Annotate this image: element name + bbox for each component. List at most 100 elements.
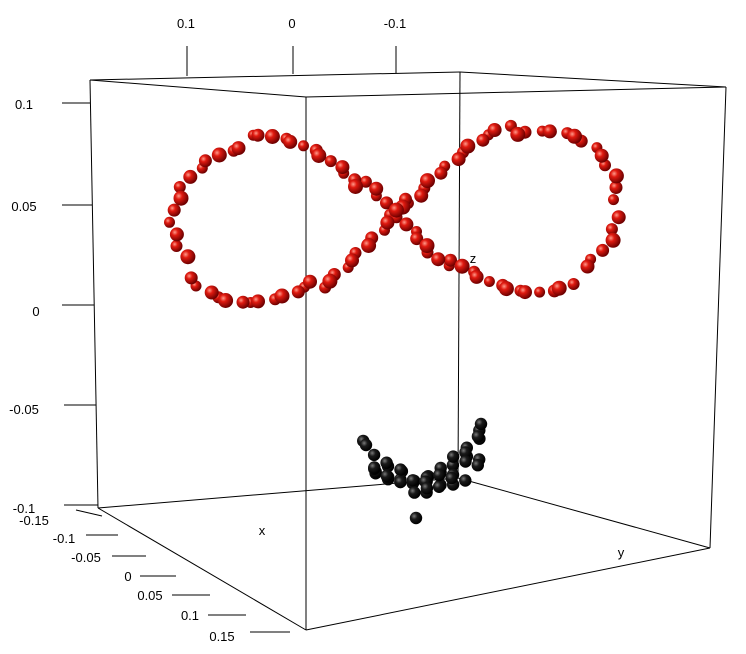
z-tick-label: -0.05 — [9, 402, 39, 417]
black-point — [445, 471, 458, 485]
red-point — [609, 181, 623, 194]
red-point — [380, 196, 393, 210]
series-black-points — [357, 417, 488, 525]
red-point — [311, 148, 327, 163]
red-point — [251, 128, 265, 142]
red-point — [434, 166, 448, 180]
red-point — [251, 294, 265, 309]
black-point — [380, 469, 393, 483]
x-tick-label: -0.1 — [53, 531, 75, 546]
x-tick-label: -0.15 — [19, 513, 49, 528]
red-point — [322, 273, 338, 289]
x-axis: -0.15 -0.1 -0.05 0 0.05 0.1 0.15 x — [19, 509, 290, 644]
red-point — [369, 181, 384, 196]
red-point — [324, 155, 337, 168]
red-point — [231, 141, 246, 156]
series-red-points — [164, 119, 626, 309]
red-point — [167, 203, 181, 217]
black-point — [433, 468, 446, 482]
red-point — [380, 215, 395, 230]
x-tick-label: 0.05 — [137, 588, 162, 603]
x-tick-label: 0.1 — [181, 608, 199, 623]
red-point — [476, 133, 490, 147]
red-point — [198, 154, 212, 168]
red-point — [359, 175, 372, 188]
red-point — [608, 168, 624, 184]
red-point — [410, 232, 424, 246]
y-tick-label: 0 — [288, 16, 295, 31]
x-tick-label: 0.15 — [209, 629, 234, 644]
red-point — [419, 238, 435, 254]
red-point — [183, 169, 198, 184]
z-axis-name: z — [470, 251, 477, 266]
red-point — [204, 285, 219, 300]
red-point — [361, 238, 377, 253]
red-point — [211, 147, 227, 163]
red-point — [510, 126, 526, 142]
red-point — [451, 152, 466, 167]
y-tick-label: -0.1 — [384, 16, 406, 31]
black-point — [471, 459, 484, 472]
black-point — [394, 463, 407, 476]
red-point — [169, 227, 184, 242]
black-point — [459, 474, 472, 487]
black-point — [368, 461, 381, 474]
red-point — [594, 148, 609, 163]
red-point — [173, 190, 189, 206]
red-point — [483, 276, 495, 287]
z-tick-label: 0.05 — [11, 199, 36, 214]
z-tick-label: 0 — [32, 304, 39, 319]
red-point — [303, 274, 317, 289]
black-point — [367, 448, 381, 462]
black-point — [459, 455, 472, 468]
red-point — [335, 160, 350, 175]
black-point — [459, 446, 472, 459]
black-point — [409, 511, 423, 525]
red-point — [274, 288, 290, 304]
red-point — [170, 240, 183, 252]
red-point — [236, 295, 250, 309]
red-point — [431, 252, 446, 267]
black-point — [447, 450, 460, 463]
red-point — [283, 134, 298, 149]
red-point — [173, 181, 186, 193]
red-point — [469, 269, 484, 284]
red-point — [498, 281, 514, 297]
red-point — [454, 258, 470, 274]
x-tick-label: -0.05 — [71, 550, 101, 565]
black-point — [380, 456, 393, 469]
red-point — [184, 271, 198, 285]
red-point — [414, 188, 429, 203]
black-point — [359, 438, 373, 452]
x-tick-label: 0 — [124, 569, 131, 584]
red-point — [605, 223, 618, 236]
black-point — [394, 475, 407, 489]
red-point — [534, 286, 546, 298]
red-point — [291, 285, 305, 299]
red-point — [298, 140, 309, 152]
red-point — [608, 194, 619, 206]
red-point — [518, 285, 532, 300]
red-point — [399, 217, 414, 232]
black-point — [432, 480, 446, 493]
red-point — [460, 138, 476, 154]
red-point — [264, 129, 280, 144]
red-point — [487, 123, 502, 137]
red-point — [580, 259, 595, 274]
x-axis-name: x — [259, 523, 266, 538]
black-point — [420, 482, 434, 495]
red-point — [345, 253, 359, 268]
z-tick-label: -0.1 — [13, 501, 35, 516]
black-point — [408, 486, 421, 499]
red-point — [420, 173, 435, 189]
red-point — [611, 210, 626, 225]
red-point — [218, 293, 234, 308]
red-point — [542, 124, 557, 139]
red-point — [180, 249, 196, 265]
y-axis-name: y — [618, 545, 625, 560]
black-point — [471, 430, 485, 443]
red-point — [348, 179, 363, 194]
z-axis: 0.1 0.05 0 -0.05 -0.1 z — [9, 97, 476, 516]
black-point — [406, 474, 420, 487]
